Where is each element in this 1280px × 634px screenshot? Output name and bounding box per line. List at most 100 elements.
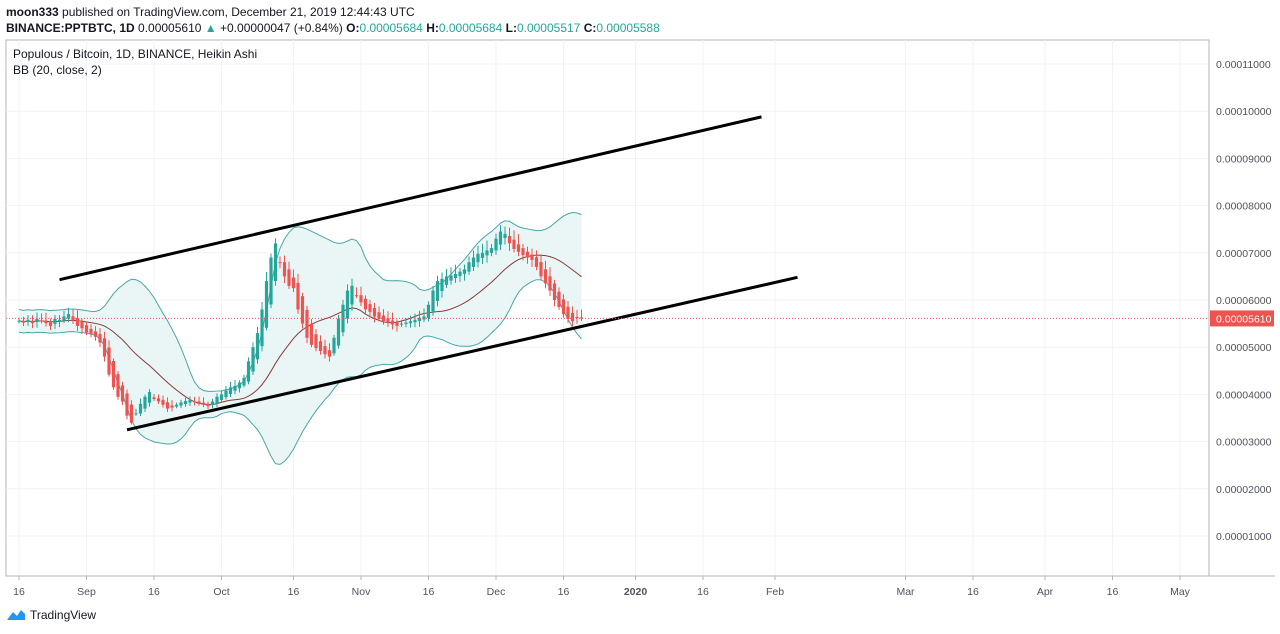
- x-tick-label: 16: [697, 586, 709, 598]
- candle-body: [278, 262, 282, 264]
- y-tick-label: 0.00010000: [1216, 106, 1272, 118]
- candle-body: [440, 278, 444, 292]
- open-value: 0.00005684: [359, 21, 423, 35]
- candle-body: [381, 315, 386, 322]
- y-tick-label: 0.00001000: [1216, 531, 1272, 543]
- candle-body: [188, 400, 192, 403]
- candle-body: [156, 398, 161, 402]
- candle-body: [215, 396, 219, 404]
- x-tick-label: 16: [13, 586, 25, 598]
- candle-body: [30, 320, 35, 324]
- candle-body: [242, 377, 246, 386]
- candle-body: [534, 257, 539, 267]
- x-tick-label: Dec: [487, 586, 506, 598]
- candle-body: [561, 299, 566, 315]
- candle-body: [102, 338, 107, 357]
- candle-body: [233, 385, 237, 391]
- candle-body: [192, 401, 197, 403]
- series-title[interactable]: Populous / Bitcoin, 1D, BINANCE, Heikin …: [13, 47, 258, 61]
- candle-body: [93, 331, 98, 337]
- candle-body: [404, 322, 408, 324]
- current-price-tag: [1210, 310, 1274, 327]
- candle-body: [282, 262, 287, 277]
- candle-body: [332, 337, 336, 354]
- candle-body: [359, 295, 363, 303]
- candle-body: [489, 248, 494, 253]
- candle-body: [458, 271, 462, 277]
- candle-body: [273, 243, 278, 281]
- y-tick-label: 0.00006000: [1216, 295, 1272, 307]
- candle-body: [129, 404, 134, 423]
- candle-body: [336, 318, 341, 346]
- candle-body: [431, 290, 435, 312]
- candle-body: [368, 304, 372, 312]
- candle-body: [395, 322, 399, 326]
- candle-body: [183, 401, 188, 405]
- candle-body: [80, 322, 84, 329]
- candle-body: [66, 314, 71, 319]
- candle-body: [413, 319, 417, 323]
- candle-body: [363, 298, 368, 310]
- candle-body: [323, 346, 327, 355]
- candle-body: [350, 285, 354, 305]
- candle-body: [417, 317, 422, 322]
- candle-body: [219, 394, 224, 400]
- candle-body: [210, 401, 215, 405]
- candle-body: [206, 403, 210, 407]
- candle-body: [300, 296, 305, 324]
- candle-body: [107, 347, 111, 375]
- x-tick-label: May: [1170, 586, 1191, 598]
- x-tick-label: Mar: [896, 586, 915, 598]
- y-tick-label: 0.00004000: [1216, 389, 1272, 401]
- candle-body: [476, 253, 480, 263]
- candle-body: [224, 390, 228, 398]
- candle-body: [498, 231, 503, 245]
- tradingview-logo-icon[interactable]: [6, 609, 26, 621]
- author-name[interactable]: moon333: [6, 5, 59, 19]
- candle-body: [48, 321, 53, 326]
- candle-body: [444, 276, 449, 285]
- current-price-label: 0.00005610: [1216, 313, 1272, 325]
- candle-body: [84, 325, 89, 333]
- candle-body: [512, 239, 516, 250]
- candle-body: [521, 248, 525, 256]
- candle-body: [246, 361, 251, 382]
- candle-body: [408, 321, 413, 324]
- footer: TradingView: [6, 608, 96, 622]
- candle-body: [116, 374, 120, 397]
- x-tick-label: 16: [423, 586, 435, 598]
- candle-body: [44, 320, 48, 324]
- candle-body: [494, 238, 498, 251]
- candle-body: [552, 283, 557, 300]
- candle-body: [125, 393, 129, 416]
- candle-body: [449, 275, 453, 281]
- candle-body: [291, 277, 296, 289]
- candle-body: [98, 334, 102, 343]
- candle-body: [390, 320, 395, 325]
- ohlc-line: BINANCE:PPTBTC, 1D 0.00005610 ▲ +0.00000…: [6, 20, 660, 36]
- x-tick-label: 2020: [624, 586, 648, 598]
- candle-body: [138, 403, 143, 414]
- candle-body: [525, 251, 530, 258]
- candle-body: [435, 281, 440, 301]
- chart-legend: Populous / Bitcoin, 1D, BINANCE, Heikin …: [13, 46, 257, 78]
- y-tick-label: 0.00005000: [1216, 342, 1272, 354]
- candle-body: [467, 262, 471, 272]
- brand-name[interactable]: TradingView: [30, 608, 97, 622]
- y-tick-label: 0.00011000: [1216, 59, 1271, 71]
- candle-body: [575, 317, 579, 319]
- candle-body: [372, 307, 377, 317]
- candle-body: [305, 309, 309, 338]
- candle-body: [480, 252, 485, 258]
- indicator-label[interactable]: BB (20, close, 2): [13, 63, 102, 77]
- candle-body: [75, 318, 80, 326]
- candle-body: [264, 281, 269, 328]
- last-price: 0.00005610: [138, 21, 202, 35]
- x-tick-label: 16: [558, 586, 570, 598]
- candle-body: [539, 262, 543, 277]
- candle-body: [453, 274, 458, 279]
- candle-body: [161, 399, 165, 405]
- bb-upper-band: [18, 211, 582, 392]
- high-label: H:: [426, 21, 439, 35]
